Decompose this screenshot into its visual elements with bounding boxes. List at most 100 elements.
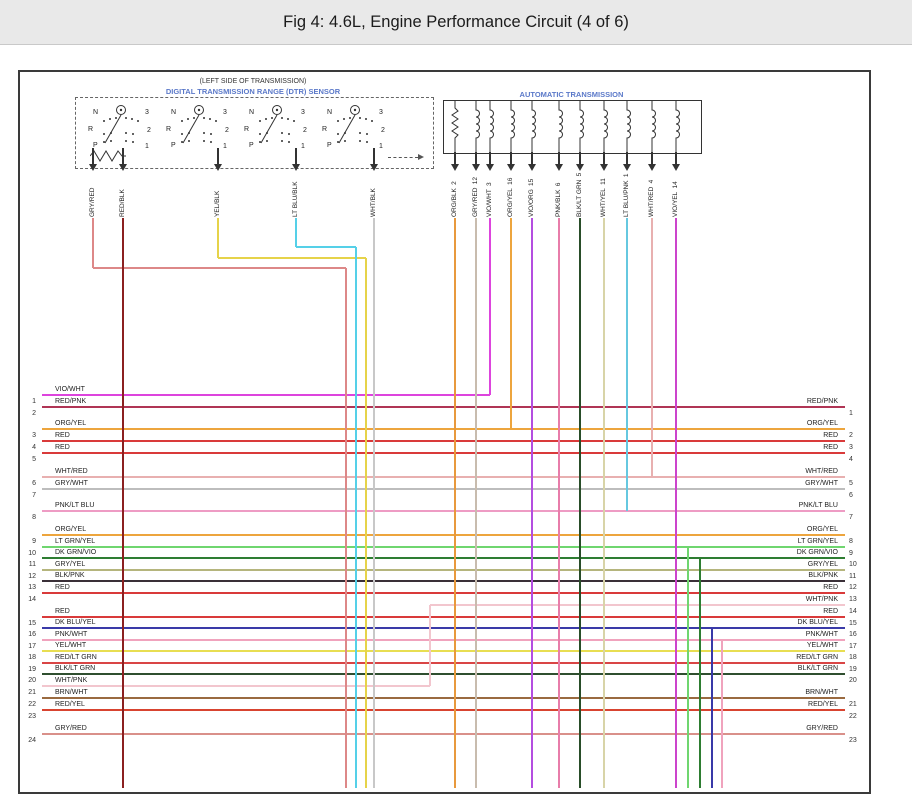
at-internal-symbols [443,100,700,152]
wire-horizontal [42,440,845,442]
pin-stub [510,152,512,164]
pin-arrow-icon [370,164,378,171]
wire-label-right: ORG/YEL [806,526,838,533]
wire-number-right: 6 [849,492,853,499]
wire-horizontal [42,488,845,490]
wire-label-right: RED/YEL [808,701,838,708]
wire-vertical-pnk-wht-drop [721,640,723,788]
wire-horizontal [42,510,845,512]
pin-stub [675,152,677,164]
svg-text:2: 2 [381,127,385,134]
wire-number-right: 14 [849,608,857,615]
wire-label-left: ORG/YEL [55,420,87,427]
wire-label-right: BLK/PNK [808,572,838,579]
wire-number-right: 23 [849,737,857,744]
wire-horizontal [42,580,845,582]
wire-label-left: RED/YEL [55,701,85,708]
pin-stub [454,152,456,164]
wire-number-right: 11 [849,573,857,580]
wire-label-left: RED [55,444,70,451]
wire-label-right: RED [823,584,838,591]
svg-text:2: 2 [303,127,307,134]
wire-horizontal [42,616,845,618]
wire-label-left: YEL/WHT [55,642,87,649]
pin-label: ORG/YEL 16 [507,177,514,217]
pin-arrow-icon [555,164,563,171]
svg-text:N: N [93,109,98,116]
wire-vertical-dtr-gry-red [93,267,346,269]
wire-number-right: 21 [849,701,857,708]
wire-label-right: PNK/WHT [805,631,838,638]
wire-label-left: BLK/PNK [55,572,85,579]
wire-vertical-dk-grn-vio-drop [699,558,701,788]
wire-vertical-dtr-yel-blk [218,257,366,259]
wire-number-left: 14 [28,596,36,603]
wire-label-right: RED/PNK [806,398,838,405]
wire-number-right: 2 [849,432,853,439]
wire-horizontal [42,394,490,396]
wire-horizontal [42,476,845,478]
wire-number-left: 24 [28,737,36,744]
dtr-switch-unit: N 3 R 2 P 1 [85,101,157,153]
pin-arrow-icon [472,164,480,171]
wire-vertical-dtr-wht-blk [373,218,375,788]
pin-stub [475,152,477,164]
pin-stub [603,152,605,164]
wire-label-right: GRY/YEL [807,561,838,568]
wire-label-left: DK BLU/YEL [55,619,96,626]
wire-vertical-at-blk-lt-grn [579,218,581,788]
wire-number-right: 18 [849,654,857,661]
wire-horizontal [42,406,845,408]
pin-stub [531,152,533,164]
wire-vertical-at-wht-red [651,218,653,477]
svg-text:2: 2 [147,127,151,134]
wire-number-left: 19 [28,666,36,673]
page-title: Fig 4: 4.6L, Engine Performance Circuit … [0,0,912,45]
wire-vertical-dtr-red-blk [122,218,124,788]
wire-horizontal [42,452,845,454]
wire-vertical-dtr-yel-blk [365,258,367,788]
wire-label-right: RED [823,608,838,615]
wire-number-right: 9 [849,550,853,557]
wire-label-right: WHT/PNK [805,596,838,603]
wire-label-left: WHT/RED [55,468,88,475]
wire-horizontal [42,557,845,559]
svg-text:3: 3 [223,109,227,116]
pin-label: GRY/RED [89,187,96,218]
wire-number-left: 4 [32,444,36,451]
wire-number-right: 13 [849,596,857,603]
wire-number-right: 3 [849,444,853,451]
wire-label-right: LT GRN/YEL [797,538,838,545]
wire-number-left: 10 [28,550,36,557]
wire-number-right: 1 [849,410,853,417]
wire-number-right: 20 [849,677,857,684]
wire-number-left: 18 [28,654,36,661]
wire-horizontal [42,592,845,594]
wire-vertical-dtr-gry-red [345,268,347,788]
pin-label: ORG/BLK 2 [451,181,458,217]
wire-horizontal [42,639,845,641]
wire-vertical-dtr-gry-red [92,218,94,268]
dtr-direction-arrow [388,157,418,158]
pin-stub [558,152,560,164]
wire-label-right: YEL/WHT [806,642,838,649]
wire-vertical-at-vio-wht [489,218,491,395]
wire-number-right: 8 [849,538,853,545]
wire-vertical-at-vio-org [531,218,533,788]
wire-label-left: PNK/LT BLU [55,502,95,509]
wire-vertical-at-vio-yel [675,218,677,788]
svg-text:1: 1 [223,143,227,150]
pin-arrow-icon [648,164,656,171]
wire-horizontal [42,569,845,571]
automatic-transmission-label: AUTOMATIC TRANSMISSION [519,90,624,99]
svg-text:R: R [166,126,171,133]
wire-number-left: 2 [32,410,36,417]
wire-label-left: DK GRN/VIO [55,549,97,556]
wire-label-right: DK GRN/VIO [796,549,838,556]
wire-number-left: 1 [32,398,36,405]
wire-number-left: 13 [28,584,36,591]
wire-horizontal [42,650,845,652]
wire-label-right: DK BLU/YEL [797,619,838,626]
pin-arrow-icon [507,164,515,171]
wire-label-right: WHT/RED [805,468,838,475]
